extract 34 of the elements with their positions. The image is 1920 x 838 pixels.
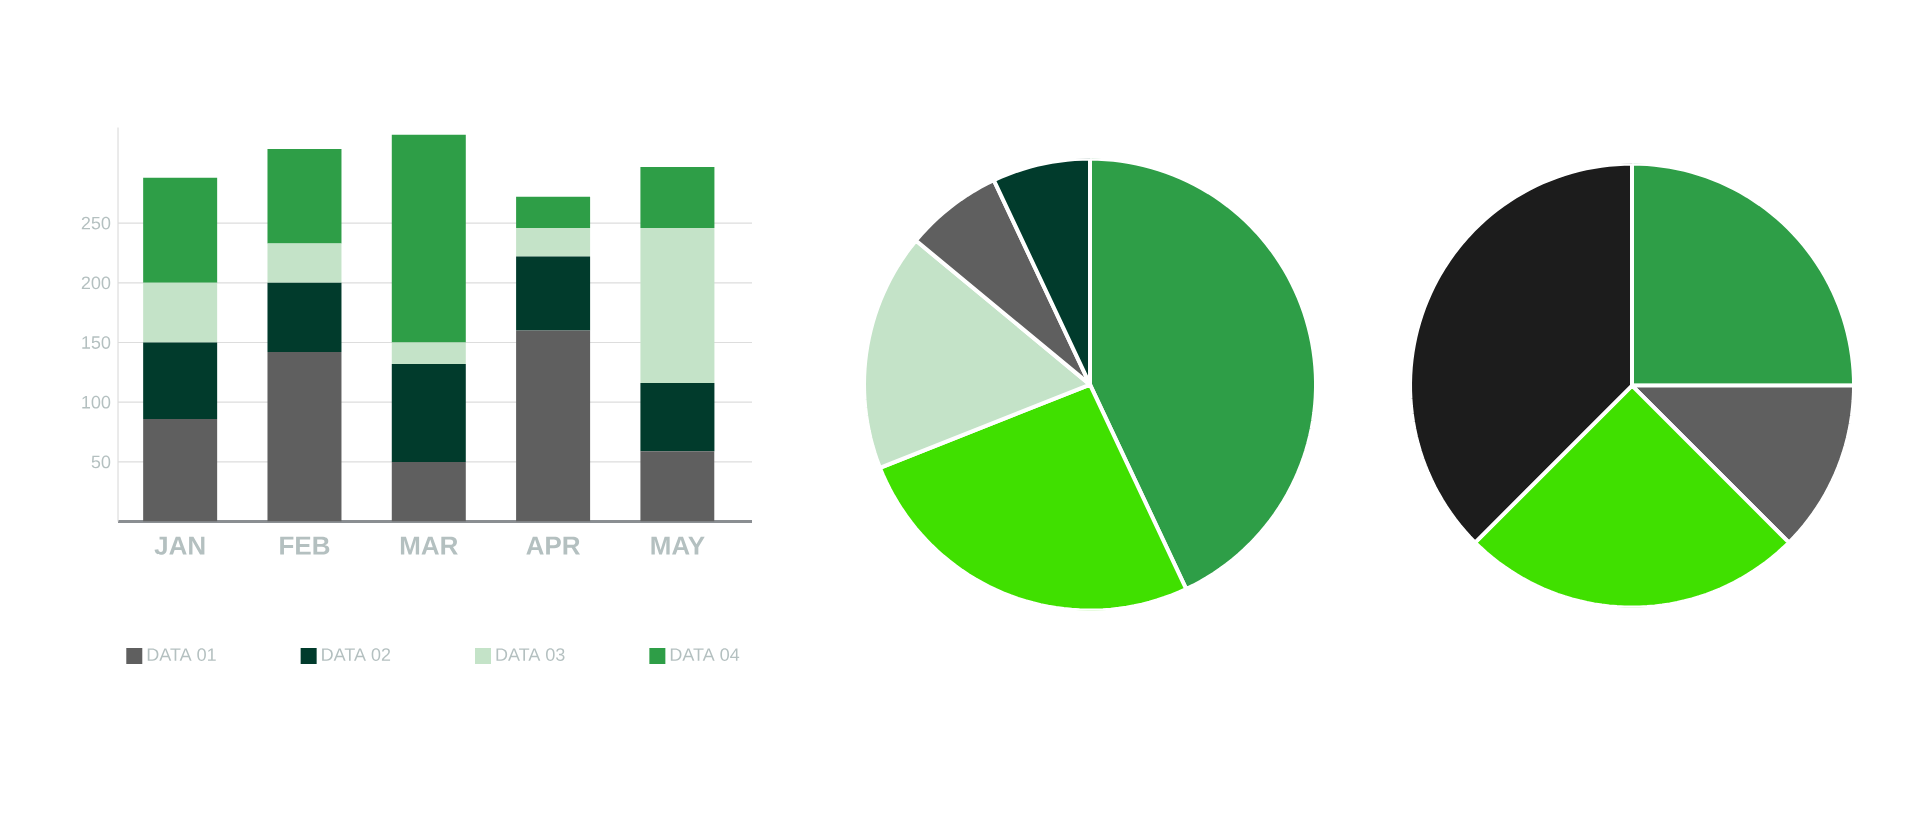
bar [516, 256, 591, 331]
bar [640, 167, 715, 229]
y-tick-label: 200 [81, 276, 111, 290]
x-tick-label: FEB [280, 536, 330, 555]
legend-label: DATA 04 [670, 648, 740, 662]
bar [267, 149, 342, 244]
x-tick-label: APR [526, 536, 581, 555]
y-tick-label: 150 [82, 336, 111, 350]
bar [516, 330, 591, 522]
bar [143, 419, 218, 522]
bar [143, 177, 218, 283]
bar [640, 383, 715, 452]
bar [267, 243, 342, 283]
bar [391, 364, 466, 463]
legend-label: DATA 03 [496, 648, 565, 662]
bar [143, 283, 218, 343]
bar [391, 134, 466, 343]
bar [516, 228, 591, 257]
x-tick-label: MAR [400, 536, 458, 555]
bar [143, 342, 218, 420]
bar [516, 197, 591, 229]
x-tick-label: MAY [651, 536, 705, 555]
bar [640, 228, 715, 384]
legend-label: DATA 01 [147, 648, 216, 662]
x-tick-label: JAN [154, 536, 205, 555]
bar [267, 283, 342, 353]
bar [391, 342, 466, 365]
bar [267, 352, 342, 522]
bar [640, 451, 715, 522]
bar [391, 462, 466, 522]
y-tick-label: 50 [91, 455, 111, 469]
y-tick-label: 100 [82, 396, 111, 409]
legend-label: DATA 02 [322, 648, 391, 662]
y-tick-label: 250 [81, 216, 111, 230]
